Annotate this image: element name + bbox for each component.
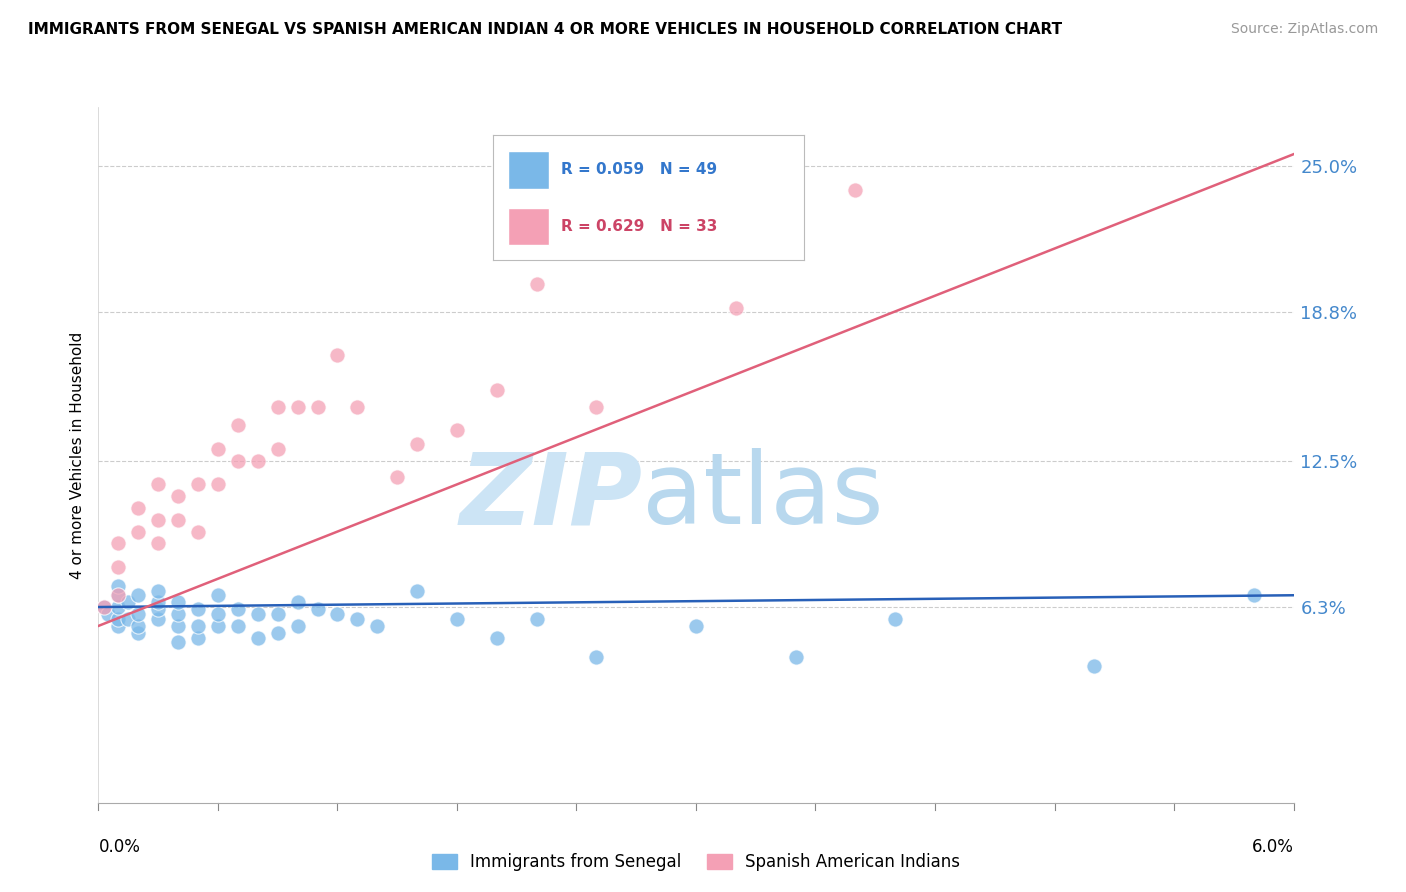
Point bbox=[267, 626, 290, 640]
Point bbox=[207, 477, 229, 491]
Point bbox=[187, 477, 209, 491]
Point bbox=[645, 242, 668, 256]
Legend: Immigrants from Senegal, Spanish American Indians: Immigrants from Senegal, Spanish America… bbox=[426, 847, 966, 878]
Point bbox=[148, 513, 170, 527]
Point bbox=[485, 383, 508, 397]
Point bbox=[1243, 588, 1265, 602]
Point bbox=[148, 583, 170, 598]
Point bbox=[226, 454, 249, 468]
Point bbox=[267, 607, 290, 621]
Point bbox=[117, 612, 139, 626]
Point bbox=[246, 631, 269, 645]
Point bbox=[785, 649, 807, 664]
Point bbox=[585, 649, 607, 664]
Point bbox=[127, 500, 149, 515]
Point bbox=[287, 595, 309, 609]
Text: Source: ZipAtlas.com: Source: ZipAtlas.com bbox=[1230, 22, 1378, 37]
Point bbox=[107, 600, 129, 615]
Point bbox=[446, 423, 468, 437]
Point bbox=[366, 619, 388, 633]
Point bbox=[685, 619, 707, 633]
Point bbox=[207, 619, 229, 633]
Point bbox=[307, 400, 329, 414]
Point bbox=[207, 588, 229, 602]
Point bbox=[127, 588, 149, 602]
Point bbox=[287, 400, 309, 414]
Point bbox=[167, 607, 190, 621]
Point bbox=[326, 607, 349, 621]
Point bbox=[844, 183, 866, 197]
Point bbox=[107, 588, 129, 602]
Point bbox=[148, 602, 170, 616]
Point bbox=[148, 595, 170, 609]
Point bbox=[117, 595, 139, 609]
Point bbox=[226, 602, 249, 616]
Point bbox=[724, 301, 747, 315]
Point bbox=[107, 560, 129, 574]
Point bbox=[93, 600, 115, 615]
Point bbox=[526, 277, 548, 291]
Point bbox=[226, 619, 249, 633]
Point bbox=[127, 524, 149, 539]
Point bbox=[307, 602, 329, 616]
Point bbox=[127, 626, 149, 640]
Text: atlas: atlas bbox=[643, 448, 884, 545]
Point bbox=[148, 612, 170, 626]
Y-axis label: 4 or more Vehicles in Household: 4 or more Vehicles in Household bbox=[69, 331, 84, 579]
Point bbox=[287, 619, 309, 633]
Text: 6.0%: 6.0% bbox=[1251, 838, 1294, 856]
Point bbox=[267, 442, 290, 456]
Point bbox=[485, 631, 508, 645]
Point bbox=[267, 400, 290, 414]
Point bbox=[167, 619, 190, 633]
Point bbox=[385, 470, 409, 484]
Point bbox=[107, 619, 129, 633]
Point bbox=[107, 588, 129, 602]
Text: IMMIGRANTS FROM SENEGAL VS SPANISH AMERICAN INDIAN 4 OR MORE VEHICLES IN HOUSEHO: IMMIGRANTS FROM SENEGAL VS SPANISH AMERI… bbox=[28, 22, 1063, 37]
Point bbox=[167, 635, 190, 649]
Point bbox=[107, 612, 129, 626]
Point bbox=[246, 607, 269, 621]
Point bbox=[406, 437, 429, 451]
Text: 0.0%: 0.0% bbox=[98, 838, 141, 856]
Point bbox=[187, 631, 209, 645]
Point bbox=[187, 602, 209, 616]
Point bbox=[585, 400, 607, 414]
Point bbox=[1083, 659, 1105, 673]
Point bbox=[207, 607, 229, 621]
Point bbox=[884, 612, 907, 626]
Point bbox=[446, 612, 468, 626]
Point bbox=[326, 348, 349, 362]
Point bbox=[127, 619, 149, 633]
Point bbox=[167, 513, 190, 527]
Point bbox=[167, 489, 190, 503]
Text: ZIP: ZIP bbox=[460, 448, 643, 545]
Point bbox=[226, 418, 249, 433]
Point bbox=[97, 607, 120, 621]
Point bbox=[148, 536, 170, 550]
Point bbox=[127, 607, 149, 621]
Point bbox=[107, 579, 129, 593]
Point bbox=[246, 454, 269, 468]
Point bbox=[93, 600, 115, 615]
Point bbox=[406, 583, 429, 598]
Point bbox=[207, 442, 229, 456]
Point bbox=[167, 595, 190, 609]
Point bbox=[346, 400, 368, 414]
Point bbox=[107, 536, 129, 550]
Point bbox=[187, 619, 209, 633]
Point bbox=[187, 524, 209, 539]
Point bbox=[148, 477, 170, 491]
Point bbox=[346, 612, 368, 626]
Point bbox=[526, 612, 548, 626]
